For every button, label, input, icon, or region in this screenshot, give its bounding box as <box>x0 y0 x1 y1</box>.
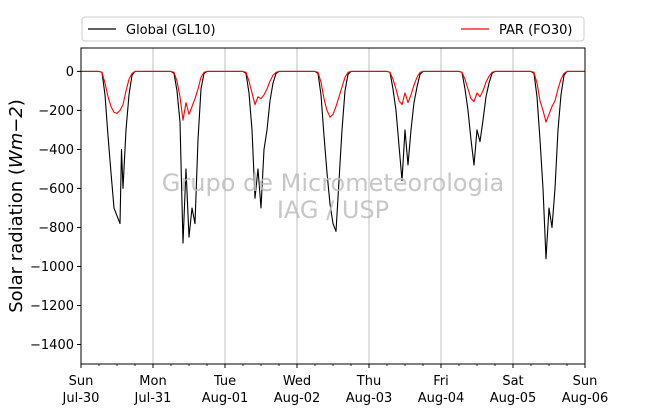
legend: Global (GL10) PAR (FO30) <box>81 16 585 42</box>
x-tick-day: Mon <box>139 374 166 389</box>
x-tick-date: Aug-03 <box>346 391 393 406</box>
legend-label-par: PAR (FO30) <box>499 23 572 38</box>
x-tick-day: Sun <box>573 374 598 389</box>
y-tick-label: −600 <box>38 182 74 197</box>
y-tick-label: −1000 <box>30 260 74 275</box>
x-tick-date: Aug-01 <box>202 391 249 406</box>
x-tick-date: Aug-05 <box>490 391 537 406</box>
y-tick-label: −1200 <box>30 299 74 314</box>
y-axis-label-prefix: Solar radiation ( <box>6 168 27 313</box>
legend-box <box>81 16 585 42</box>
grid-lines <box>152 48 514 364</box>
y-axis-ticks: 0 −200 −400 −600 −800 −1000 −1200 −1400 <box>30 65 81 353</box>
x-tick-day: Sat <box>502 374 523 389</box>
series-line-1 <box>81 70 585 123</box>
x-tick-date: Aug-04 <box>418 391 465 406</box>
y-tick-label: −400 <box>38 143 74 158</box>
y-tick-label: 0 <box>66 65 74 80</box>
x-tick-day: Sun <box>69 374 94 389</box>
x-tick-day: Fri <box>433 374 449 389</box>
series-lines <box>81 70 585 260</box>
y-axis-label: Solar radiation (Wm−2) <box>6 99 27 313</box>
x-tick-day: Thu <box>356 374 381 389</box>
y-axis-label-suffix: ) <box>6 99 27 106</box>
watermark-line-2: IAG / USP <box>277 196 389 224</box>
x-tick-day: Tue <box>213 374 236 389</box>
x-tick-date: Aug-02 <box>274 391 321 406</box>
legend-label-global: Global (GL10) <box>126 23 216 38</box>
series-line-0 <box>81 70 585 260</box>
y-tick-label: −1400 <box>30 338 74 353</box>
x-tick-date: Jul-30 <box>62 391 100 406</box>
y-tick-label: −200 <box>38 104 74 119</box>
x-tick-day: Wed <box>283 374 311 389</box>
watermark: Grupo de Micrometeorologia IAG / USP <box>162 169 504 224</box>
x-tick-date: Jul-31 <box>134 391 172 406</box>
watermark-line-1: Grupo de Micrometeorologia <box>162 169 504 197</box>
y-tick-label: −800 <box>38 221 74 236</box>
x-tick-date: Aug-06 <box>562 391 609 406</box>
x-axis-ticks: Sun Jul-30 Mon Jul-31 Tue Aug-01 Wed Aug-02 Thu A… <box>62 364 609 406</box>
y-axis-label-unit: Wm−2 <box>6 106 27 168</box>
